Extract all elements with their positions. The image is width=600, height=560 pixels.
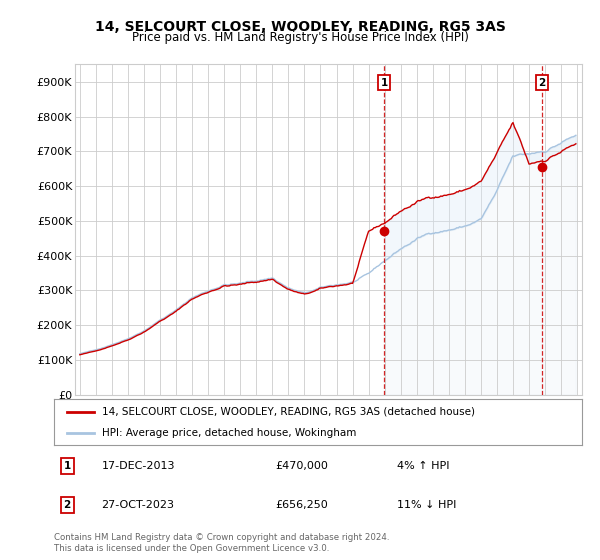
- Text: 4% ↑ HPI: 4% ↑ HPI: [397, 461, 450, 471]
- Text: £656,250: £656,250: [276, 500, 329, 510]
- Text: 17-DEC-2013: 17-DEC-2013: [101, 461, 175, 471]
- Text: 27-OCT-2023: 27-OCT-2023: [101, 500, 175, 510]
- Text: 2: 2: [539, 78, 546, 87]
- Text: 14, SELCOURT CLOSE, WOODLEY, READING, RG5 3AS: 14, SELCOURT CLOSE, WOODLEY, READING, RG…: [95, 20, 505, 34]
- Text: 1: 1: [380, 78, 388, 87]
- Text: Contains HM Land Registry data © Crown copyright and database right 2024.
This d: Contains HM Land Registry data © Crown c…: [54, 533, 389, 553]
- Text: 1: 1: [64, 461, 71, 471]
- Text: £470,000: £470,000: [276, 461, 329, 471]
- Text: 11% ↓ HPI: 11% ↓ HPI: [397, 500, 457, 510]
- Text: 2: 2: [64, 500, 71, 510]
- Text: HPI: Average price, detached house, Wokingham: HPI: Average price, detached house, Woki…: [101, 428, 356, 438]
- Text: Price paid vs. HM Land Registry's House Price Index (HPI): Price paid vs. HM Land Registry's House …: [131, 31, 469, 44]
- Text: 14, SELCOURT CLOSE, WOODLEY, READING, RG5 3AS (detached house): 14, SELCOURT CLOSE, WOODLEY, READING, RG…: [101, 407, 475, 417]
